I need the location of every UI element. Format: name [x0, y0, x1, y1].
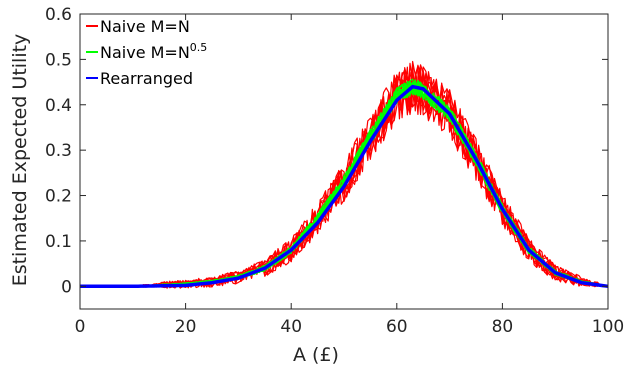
legend-label: Naive M=N0.5 — [100, 41, 207, 62]
y-tick-label: 0.3 — [45, 141, 72, 161]
series-line-rearranged — [80, 84, 609, 289]
legend-label: Naive M=N — [100, 17, 190, 36]
legend-item: Naive M=N0.5 — [86, 41, 207, 62]
y-axis-label: Estimated Expected Utility — [9, 34, 31, 287]
y-tick-label: 0.5 — [45, 50, 72, 70]
series-line-replicate — [80, 74, 609, 289]
y-tick-label: 0 — [61, 277, 72, 297]
x-tick-label: 60 — [386, 317, 408, 337]
x-axis-label: A (£) — [293, 344, 339, 366]
x-tick-label: 80 — [492, 317, 514, 337]
legend-item: Rearranged — [86, 69, 193, 88]
legend: Naive M=N Naive M=N0.5 Rearranged — [86, 17, 207, 88]
x-tick-label: 100 — [592, 317, 624, 337]
x-tick-label: 0 — [75, 317, 86, 337]
legend-item: Naive M=N — [86, 17, 190, 36]
y-tick-label: 0.1 — [45, 232, 72, 252]
plot-lines — [80, 60, 609, 289]
legend-label: Rearranged — [100, 69, 193, 88]
legend-superscript: 0.5 — [190, 41, 208, 54]
x-tick-label: 20 — [175, 317, 197, 337]
y-tick-label: 0.4 — [45, 96, 72, 116]
y-tick-label: 0.6 — [45, 5, 72, 25]
plot-frame — [79, 13, 609, 310]
y-tick-label: 0.2 — [45, 187, 72, 207]
axes — [79, 13, 609, 310]
x-tick-label: 40 — [280, 317, 302, 337]
series-2 — [80, 84, 609, 289]
ticks: 0 20 40 60 80 100 0 0.1 0.2 0.3 0.4 0.5 0.6 — [45, 5, 624, 337]
